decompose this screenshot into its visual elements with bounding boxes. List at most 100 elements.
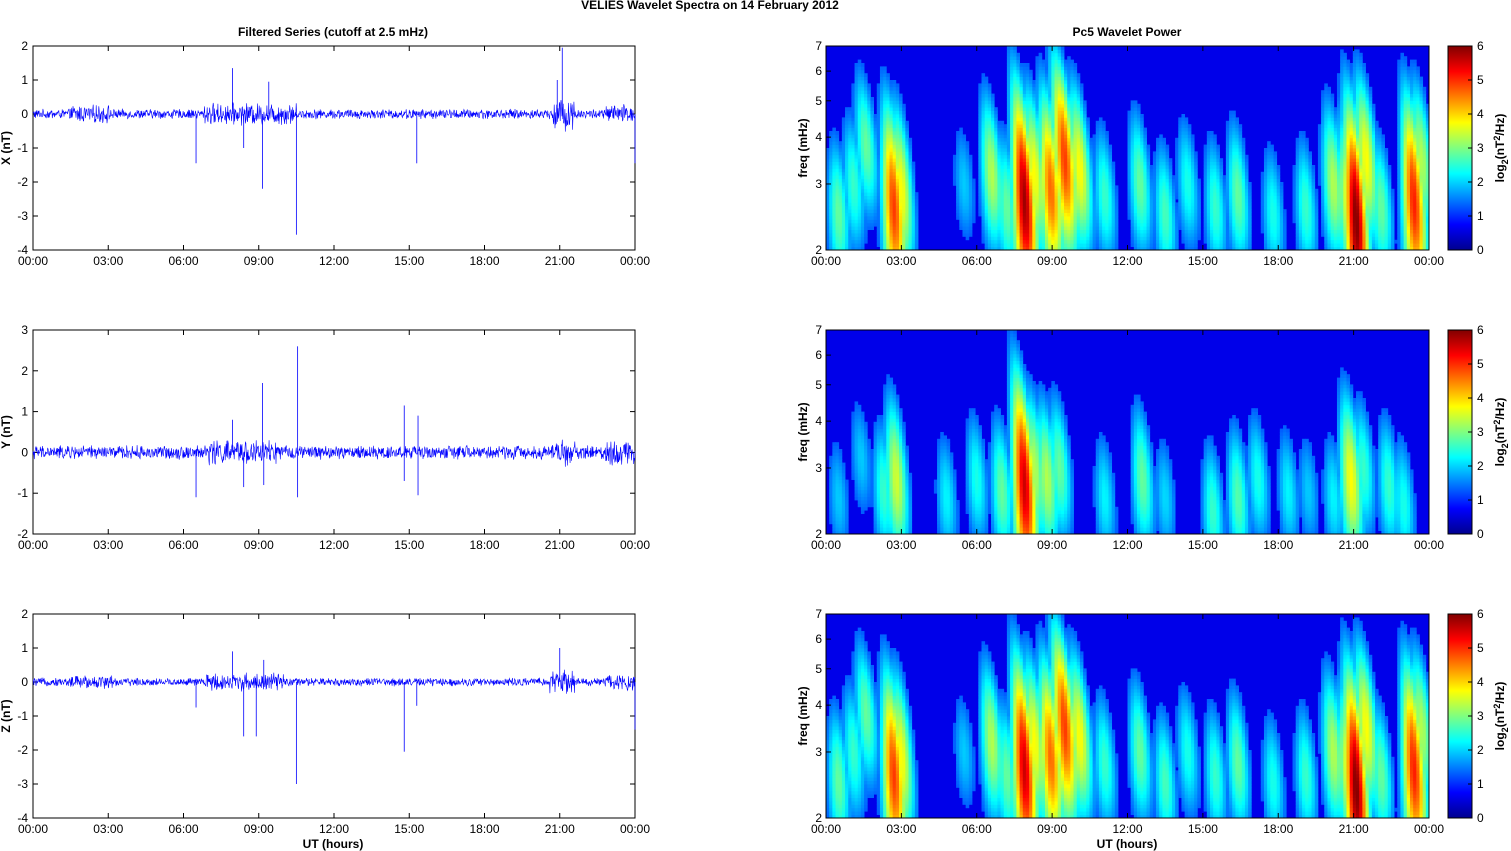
- power-cell: [1172, 223, 1176, 227]
- power-cell: [1385, 151, 1389, 155]
- power-cell: [1340, 168, 1344, 172]
- power-cell: [1213, 155, 1217, 159]
- power-cell: [1207, 162, 1211, 166]
- power-cell: [1137, 148, 1141, 152]
- power-cell: [1245, 233, 1249, 237]
- power-cell: [1016, 243, 1020, 247]
- power-cell: [883, 199, 887, 203]
- power-cell: [1404, 213, 1408, 217]
- power-cell: [978, 179, 982, 183]
- power-cell: [1131, 172, 1135, 176]
- power-cell: [1020, 155, 1024, 159]
- power-cell: [1283, 209, 1287, 213]
- power-cell: [1400, 236, 1404, 240]
- power-cell: [1175, 243, 1179, 247]
- power-cell: [1029, 199, 1033, 203]
- power-cell: [1074, 219, 1078, 223]
- power-cell: [1061, 165, 1065, 169]
- power-cell: [893, 243, 897, 247]
- power-cell: [1331, 216, 1335, 220]
- power-cell: [969, 196, 973, 200]
- power-cell: [1013, 162, 1017, 166]
- power-cell: [1055, 151, 1059, 155]
- power-cell: [1093, 209, 1097, 213]
- power-cell: [1375, 148, 1379, 152]
- power-cell: [1245, 172, 1249, 176]
- power-cell: [1346, 155, 1350, 159]
- power-cell: [1035, 206, 1039, 210]
- power-cell: [1207, 230, 1211, 234]
- power-cell: [861, 179, 865, 183]
- power-cell: [1032, 145, 1036, 149]
- power-cell: [1362, 196, 1366, 200]
- power-cell: [870, 162, 874, 166]
- power-cell: [1337, 226, 1341, 230]
- power-cell: [877, 158, 881, 162]
- power-cell: [1185, 233, 1189, 237]
- power-cell: [1035, 175, 1039, 179]
- power-cell: [1169, 233, 1173, 237]
- power-cell: [1001, 219, 1005, 223]
- power-cell: [1020, 219, 1024, 223]
- power-cell: [1235, 182, 1239, 186]
- power-cell: [1232, 189, 1236, 193]
- power-cell: [864, 199, 868, 203]
- power-cell: [1191, 202, 1195, 206]
- power-cell: [883, 158, 887, 162]
- power-cell: [1213, 216, 1217, 220]
- power-cell: [1185, 158, 1189, 162]
- power-cell: [864, 185, 868, 189]
- power-cell: [962, 219, 966, 223]
- power-cell: [1007, 213, 1011, 217]
- power-cell: [1239, 230, 1243, 234]
- power-cell: [997, 243, 1001, 247]
- power-cell: [861, 162, 865, 166]
- power-cell: [851, 162, 855, 166]
- power-cell: [1096, 243, 1100, 247]
- power-cell: [826, 206, 830, 210]
- power-cell: [1115, 209, 1119, 213]
- power-cell: [1086, 179, 1090, 183]
- power-cell: [1140, 162, 1144, 166]
- power-cell: [880, 145, 884, 149]
- power-cell: [1191, 189, 1195, 193]
- power-cell: [1143, 168, 1147, 172]
- power-cell: [842, 145, 846, 149]
- power-cell: [1277, 213, 1281, 217]
- power-cell: [1026, 219, 1030, 223]
- power-cell: [1312, 172, 1316, 176]
- power-cell: [1356, 175, 1360, 179]
- power-cell: [1035, 233, 1039, 237]
- power-cell: [1086, 155, 1090, 159]
- power-cell: [1051, 158, 1055, 162]
- power-cell: [1340, 151, 1344, 155]
- power-cell: [1302, 162, 1306, 166]
- power-cell: [851, 145, 855, 149]
- power-cell: [1131, 168, 1135, 172]
- power-cell: [1074, 185, 1078, 189]
- power-cell: [874, 155, 878, 159]
- power-cell: [1147, 243, 1151, 247]
- power-cell: [1140, 206, 1144, 210]
- power-cell: [1048, 158, 1052, 162]
- power-cell: [1137, 243, 1141, 247]
- power-cell: [991, 165, 995, 169]
- power-cell: [1067, 165, 1071, 169]
- power-cell: [1369, 155, 1373, 159]
- power-cell: [889, 155, 893, 159]
- power-cell: [836, 196, 840, 200]
- power-cell: [1385, 148, 1389, 152]
- power-cell: [1220, 162, 1224, 166]
- power-cell: [1169, 189, 1173, 193]
- power-cell: [969, 219, 973, 223]
- power-cell: [1185, 230, 1189, 234]
- power-cell: [893, 236, 897, 240]
- power-cell: [1048, 209, 1052, 213]
- power-cell: [1162, 213, 1166, 217]
- power-cell: [1381, 233, 1385, 237]
- power-cell: [1337, 192, 1341, 196]
- power-cell: [899, 182, 903, 186]
- power-cell: [1178, 206, 1182, 210]
- power-cell: [1216, 196, 1220, 200]
- power-cell: [1194, 209, 1198, 213]
